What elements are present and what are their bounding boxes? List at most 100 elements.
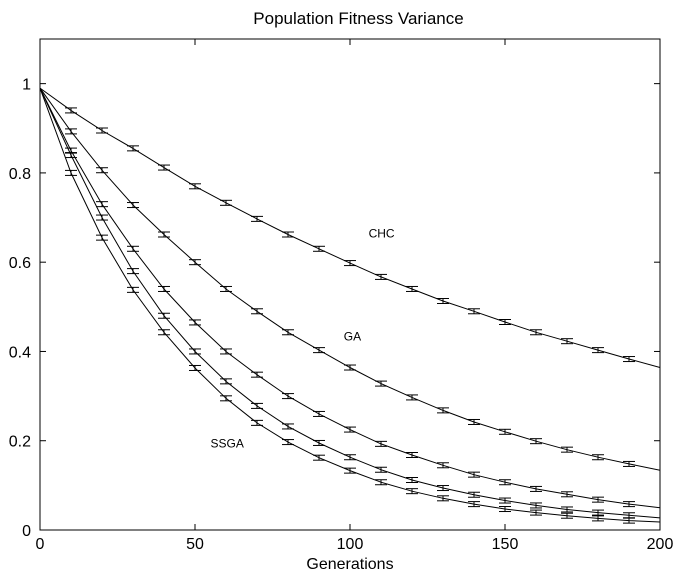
- data-point-errorbar: [561, 338, 573, 345]
- data-point-errorbar: [437, 485, 449, 492]
- data-point-errorbar: [65, 169, 77, 176]
- data-point-errorbar: [468, 501, 480, 508]
- data-point-errorbar: [499, 428, 511, 435]
- data-point-errorbar: [437, 495, 449, 502]
- data-point-errorbar: [406, 285, 418, 292]
- x-tick-label: 100: [337, 536, 364, 553]
- data-point-errorbar: [220, 285, 232, 292]
- data-point-errorbar: [220, 378, 232, 385]
- data-point-errorbar: [499, 318, 511, 325]
- data-point-errorbar: [344, 260, 356, 267]
- data-point-errorbar: [189, 364, 201, 371]
- data-point-errorbar: [561, 446, 573, 453]
- series-0: [39, 87, 661, 368]
- annotations-group: CHC GA SSGA: [211, 227, 395, 451]
- data-point-errorbar: [251, 308, 263, 315]
- data-point-errorbar: [468, 491, 480, 498]
- data-point-errorbar: [344, 454, 356, 461]
- data-point-errorbar: [406, 394, 418, 401]
- data-point-errorbar: [375, 273, 387, 280]
- data-point-errorbar: [313, 454, 325, 461]
- data-point-errorbar: [313, 347, 325, 354]
- data-point-errorbar: [96, 201, 108, 208]
- data-point-errorbar: [499, 497, 511, 504]
- data-point-errorbar: [65, 107, 77, 114]
- data-point-errorbar: [158, 164, 170, 171]
- data-point-errorbar: [375, 440, 387, 447]
- data-point-errorbar: [282, 439, 294, 446]
- series-1: [39, 87, 661, 471]
- series-2: [39, 87, 661, 509]
- data-point-errorbar: [189, 183, 201, 190]
- data-point-errorbar: [158, 285, 170, 292]
- series-group: [39, 87, 661, 524]
- x-tick-label: 0: [36, 536, 45, 553]
- series-4: [39, 87, 661, 524]
- y-tick-label: 0.2: [9, 434, 31, 451]
- data-point-errorbar: [375, 380, 387, 387]
- data-point-errorbar: [592, 454, 604, 461]
- data-point-errorbar: [251, 419, 263, 426]
- data-point-errorbar: [623, 460, 635, 467]
- data-point-errorbar: [437, 462, 449, 469]
- data-point-errorbar: [468, 418, 480, 425]
- data-point-errorbar: [375, 466, 387, 473]
- data-point-errorbar: [158, 329, 170, 336]
- data-point-errorbar: [468, 308, 480, 315]
- data-point-errorbar: [499, 479, 511, 486]
- data-point-errorbar: [592, 496, 604, 503]
- data-point-errorbar: [406, 477, 418, 484]
- data-point-errorbar: [127, 268, 139, 275]
- series-line: [39, 87, 661, 519]
- data-point-errorbar: [561, 512, 573, 519]
- data-point-errorbar: [592, 509, 604, 516]
- data-point-errorbar: [189, 319, 201, 326]
- data-point-errorbar: [251, 402, 263, 409]
- data-point-errorbar: [561, 491, 573, 498]
- data-point-errorbar: [282, 231, 294, 238]
- series-3: [39, 87, 661, 519]
- data-point-errorbar: [189, 259, 201, 266]
- x-tick-label: 200: [647, 536, 674, 553]
- data-point-errorbar: [468, 471, 480, 478]
- y-tick-label: 1: [22, 77, 31, 94]
- data-point-errorbar: [282, 423, 294, 430]
- y-tick-label: 0: [22, 523, 31, 540]
- data-point-errorbar: [437, 407, 449, 414]
- data-point-errorbar: [282, 329, 294, 336]
- y-tick-label: 0.8: [9, 166, 31, 183]
- data-point-errorbar: [220, 395, 232, 402]
- data-point-errorbar: [499, 506, 511, 513]
- annotation-label: SSGA: [211, 436, 244, 450]
- annotation-label: CHC: [369, 227, 395, 241]
- data-point-errorbar: [437, 298, 449, 305]
- data-point-errorbar: [344, 467, 356, 474]
- x-axis-label: Generations: [306, 556, 393, 573]
- annotation-label: GA: [344, 329, 361, 343]
- data-point-errorbar: [561, 506, 573, 513]
- data-point-errorbar: [251, 371, 263, 378]
- x-tick-label: 50: [186, 536, 204, 553]
- data-point-errorbar: [313, 439, 325, 446]
- data-point-errorbar: [530, 438, 542, 445]
- data-point-errorbar: [623, 501, 635, 508]
- data-point-errorbar: [127, 145, 139, 152]
- data-point-errorbar: [530, 509, 542, 516]
- data-point-errorbar: [158, 312, 170, 319]
- data-point-errorbar: [406, 488, 418, 495]
- data-point-errorbar: [344, 426, 356, 433]
- data-point-errorbar: [158, 231, 170, 238]
- y-tick-label: 0.4: [9, 344, 31, 361]
- data-point-errorbar: [251, 215, 263, 222]
- data-point-errorbar: [406, 452, 418, 459]
- data-point-errorbar: [189, 348, 201, 355]
- data-point-errorbar: [313, 410, 325, 417]
- data-point-errorbar: [375, 479, 387, 486]
- chart-title: Population Fitness Variance: [253, 9, 463, 28]
- data-point-errorbar: [220, 199, 232, 206]
- data-point-errorbar: [344, 364, 356, 371]
- data-point-errorbar: [96, 214, 108, 221]
- data-point-errorbar: [96, 234, 108, 241]
- data-point-errorbar: [530, 485, 542, 492]
- data-point-errorbar: [592, 515, 604, 522]
